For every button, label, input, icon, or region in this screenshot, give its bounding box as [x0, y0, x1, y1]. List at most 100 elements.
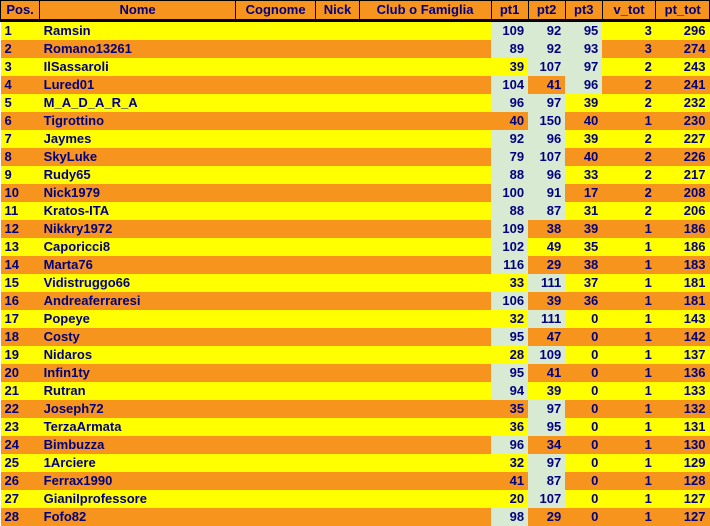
cell-club [359, 112, 491, 130]
header-row: Pos.NomeCognomeNickClub o Famigliapt1pt2… [1, 1, 710, 21]
cell-pt_tot: 181 [656, 274, 710, 292]
cell-nome: 1Arciere [40, 454, 236, 472]
cell-pt3: 96 [565, 76, 602, 94]
table-row: 5M_A_D_A_R_A9697392232 [1, 94, 710, 112]
cell-pt3: 0 [565, 346, 602, 364]
cell-pt3: 0 [565, 328, 602, 346]
cell-pt3: 33 [565, 166, 602, 184]
cell-pt_tot: 227 [656, 130, 710, 148]
cell-pt_tot: 230 [656, 112, 710, 130]
cell-pt1: 20 [491, 490, 528, 508]
cell-nome: Ramsin [40, 21, 236, 41]
cell-nome: Caporicci8 [40, 238, 236, 256]
cell-pt3: 35 [565, 238, 602, 256]
cell-cognome [235, 58, 315, 76]
cell-pt1: 32 [491, 454, 528, 472]
table-row: 28Fofo82982901127 [1, 508, 710, 526]
cell-pt1: 95 [491, 364, 528, 382]
cell-nick [316, 292, 359, 310]
cell-pt2: 92 [528, 40, 565, 58]
table-row: 10Nick197910091172208 [1, 184, 710, 202]
cell-pos: 19 [1, 346, 40, 364]
header-pt1: pt1 [491, 1, 528, 21]
cell-pt_tot: 131 [656, 418, 710, 436]
cell-pt3: 36 [565, 292, 602, 310]
cell-v_tot: 1 [602, 382, 656, 400]
cell-club [359, 364, 491, 382]
table-row: 19Nidaros2810901137 [1, 346, 710, 364]
cell-nome: Ferrax1990 [40, 472, 236, 490]
cell-cognome [235, 274, 315, 292]
cell-pt2: 47 [528, 328, 565, 346]
cell-pos: 14 [1, 256, 40, 274]
cell-pt_tot: 129 [656, 454, 710, 472]
cell-pt1: 106 [491, 292, 528, 310]
table-row: 14Marta7611629381183 [1, 256, 710, 274]
cell-pt2: 41 [528, 76, 565, 94]
cell-pt2: 38 [528, 220, 565, 238]
cell-nome: Vidistruggo66 [40, 274, 236, 292]
cell-pt2: 34 [528, 436, 565, 454]
cell-pos: 24 [1, 436, 40, 454]
cell-pt1: 92 [491, 130, 528, 148]
table-row: 7Jaymes9296392227 [1, 130, 710, 148]
cell-nick [316, 112, 359, 130]
cell-pt1: 79 [491, 148, 528, 166]
cell-pt1: 41 [491, 472, 528, 490]
cell-v_tot: 2 [602, 202, 656, 220]
cell-pt2: 107 [528, 490, 565, 508]
cell-pt2: 39 [528, 382, 565, 400]
cell-pt1: 39 [491, 58, 528, 76]
cell-club [359, 436, 491, 454]
cell-v_tot: 2 [602, 148, 656, 166]
cell-club [359, 274, 491, 292]
cell-cognome [235, 220, 315, 238]
cell-pt2: 95 [528, 418, 565, 436]
cell-cognome [235, 436, 315, 454]
cell-nick [316, 166, 359, 184]
cell-nome: Popeye [40, 310, 236, 328]
table-row: 17Popeye3211101143 [1, 310, 710, 328]
cell-pt1: 32 [491, 310, 528, 328]
cell-pt2: 107 [528, 148, 565, 166]
cell-pt3: 31 [565, 202, 602, 220]
cell-pos: 20 [1, 364, 40, 382]
cell-pos: 7 [1, 130, 40, 148]
cell-pt3: 0 [565, 364, 602, 382]
cell-nick [316, 436, 359, 454]
cell-pos: 17 [1, 310, 40, 328]
cell-v_tot: 1 [602, 418, 656, 436]
cell-cognome [235, 454, 315, 472]
cell-v_tot: 1 [602, 220, 656, 238]
cell-pos: 10 [1, 184, 40, 202]
cell-pt2: 111 [528, 274, 565, 292]
table-row: 27GianiIprofessore2010701127 [1, 490, 710, 508]
cell-club [359, 310, 491, 328]
cell-pt3: 0 [565, 490, 602, 508]
cell-club [359, 76, 491, 94]
cell-pos: 16 [1, 292, 40, 310]
cell-v_tot: 1 [602, 508, 656, 526]
cell-pt2: 87 [528, 472, 565, 490]
cell-v_tot: 2 [602, 166, 656, 184]
cell-v_tot: 1 [602, 436, 656, 454]
cell-pos: 23 [1, 418, 40, 436]
cell-cognome [235, 238, 315, 256]
cell-pt3: 39 [565, 94, 602, 112]
cell-pt2: 96 [528, 166, 565, 184]
cell-nome: Jaymes [40, 130, 236, 148]
cell-pt2: 87 [528, 202, 565, 220]
table-row: 24Bimbuzza963401130 [1, 436, 710, 454]
cell-club [359, 58, 491, 76]
cell-pt3: 0 [565, 472, 602, 490]
cell-pt1: 96 [491, 94, 528, 112]
table-row: 20Infin1ty954101136 [1, 364, 710, 382]
cell-pt1: 94 [491, 382, 528, 400]
cell-cognome [235, 400, 315, 418]
header-cognome: Cognome [235, 1, 315, 21]
cell-nome: IlSassaroli [40, 58, 236, 76]
cell-club [359, 94, 491, 112]
cell-pt1: 88 [491, 166, 528, 184]
cell-pos: 21 [1, 382, 40, 400]
cell-v_tot: 1 [602, 112, 656, 130]
